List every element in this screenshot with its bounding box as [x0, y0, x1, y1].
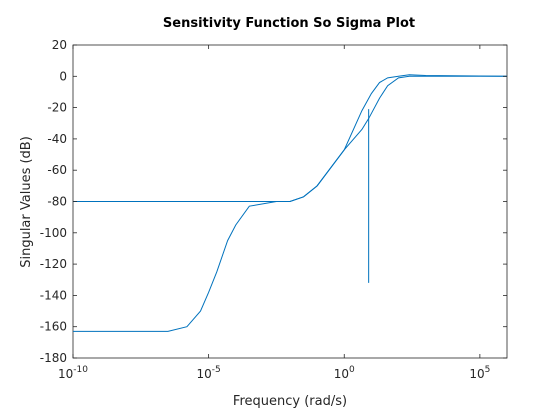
x-tick-labels: 10-10 10-5 100 105: [58, 365, 490, 381]
x-tick-label: 100: [334, 365, 355, 381]
x-tick-label: 10-5: [196, 365, 220, 381]
y-tick-label: -100: [40, 226, 67, 240]
y-tick-label: -160: [40, 320, 67, 334]
y-tick-label: 0: [59, 69, 67, 83]
y-axis-label: Singular Values (dB): [19, 136, 34, 268]
x-tick-label: 10-10: [58, 365, 88, 381]
x-tick-label: 105: [469, 365, 490, 381]
y-tick-label: -140: [40, 288, 67, 302]
x-axis-label: Frequency (rad/s): [233, 394, 347, 409]
y-tick-label: -120: [40, 257, 67, 271]
y-tick-labels: 20 0 -20 -40 -60 -80 -100 -120 -140 -160 -180: [40, 38, 67, 365]
series-layer: [73, 74, 508, 332]
series-line-2: [73, 74, 508, 202]
y-tick-label: -40: [47, 132, 67, 146]
tick-layer: [72, 44, 507, 359]
chart-title: Sensitivity Function So Sigma Plot: [163, 16, 415, 31]
y-tick-label: 20: [52, 38, 67, 52]
y-tick-label: -80: [47, 195, 67, 209]
y-tick-label: -180: [40, 351, 67, 365]
y-tick-label: -60: [47, 163, 67, 177]
y-tick-label: -20: [47, 101, 67, 115]
plot-area: [72, 44, 508, 359]
